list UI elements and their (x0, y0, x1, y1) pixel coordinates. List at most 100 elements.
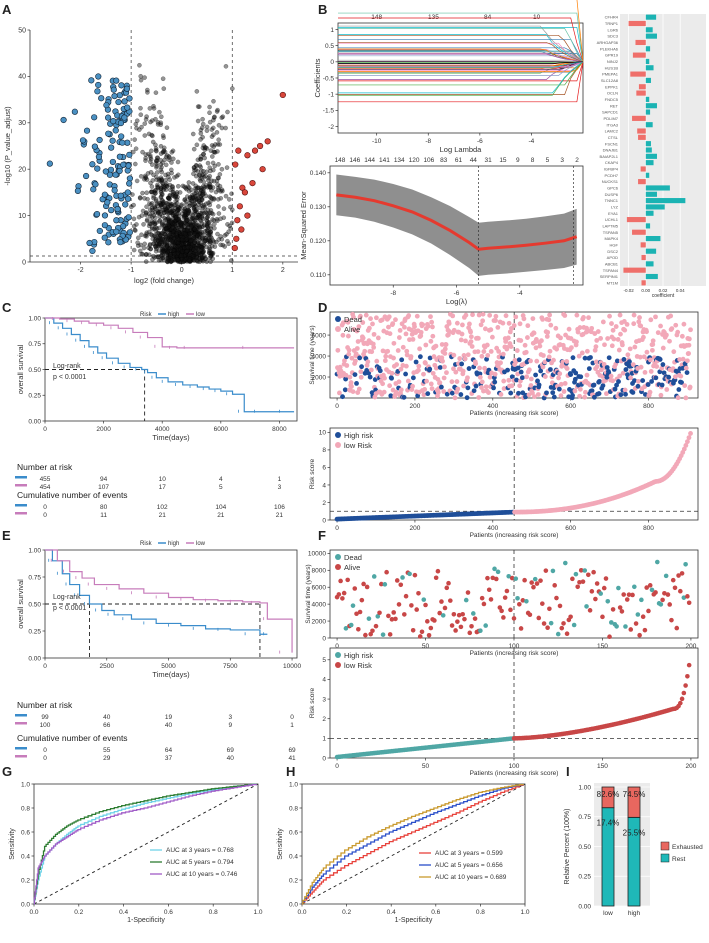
volcano-point-down (103, 102, 110, 109)
risk-status-point (516, 357, 522, 363)
risk-status-point (357, 355, 363, 361)
coef-bar-category-label: UCHL1 (605, 217, 619, 222)
risk-status-point (442, 605, 448, 611)
km-events-table-row-swatch (15, 504, 27, 507)
km-risk-table-cell: 4 (219, 476, 223, 483)
volcano-point-ns (150, 133, 155, 139)
stacked-bar-label-rest: 82.6% (597, 790, 620, 799)
risk-status-point (523, 349, 529, 355)
risk-status-point (371, 331, 377, 337)
volcano-point-ns (204, 211, 209, 216)
volcano-point-ns (143, 152, 148, 157)
km-risk-table-row-swatch (15, 722, 27, 725)
lasso-coef-path (338, 42, 584, 63)
risk-status-point (569, 345, 574, 351)
volcano-point-ns (211, 99, 216, 104)
volcano-point-up (244, 212, 251, 219)
volcano-point-ns (193, 246, 199, 251)
volcano-point-ns (225, 222, 230, 227)
volcano-point-down (113, 217, 120, 224)
volcano-point-ns (223, 125, 228, 131)
volcano-point-down (110, 86, 117, 93)
risk-status-point (591, 569, 596, 575)
volcano-point-ns (164, 209, 169, 215)
volcano-point-ns (163, 217, 168, 222)
volcano-point-ns (153, 90, 159, 95)
risk-status-point (548, 322, 554, 328)
volcano-point-down (101, 212, 109, 219)
risk-status-point (588, 355, 593, 360)
volcano-point-ns (153, 188, 159, 193)
volcano-point-ns (158, 120, 163, 125)
coef-bar-category-label: MAPK4 (604, 236, 618, 241)
volcano-point-ns (190, 212, 196, 218)
risk-status-point (492, 566, 497, 572)
risk-status-point (399, 357, 405, 363)
coef-bar-category-label: LAMC2 (605, 129, 619, 134)
risk-status-point (666, 374, 672, 380)
coef-bar-x-tick-label: 0.00 (641, 288, 650, 293)
volcano-point-ns (145, 87, 150, 93)
volcano-point-ns (220, 114, 226, 119)
risk-status-point (683, 561, 688, 567)
risk-status-point (522, 577, 527, 583)
coef-bar (645, 46, 651, 52)
risk-status-point (628, 627, 634, 632)
panel-b-bars: -0.02 0.00 0.02 0.04coefficientCFHR4TRNP1LG… (597, 14, 706, 299)
km-e-x-tick-label: 0 (43, 663, 47, 670)
volcano-point-down (109, 158, 116, 166)
risk-status-point (556, 375, 561, 381)
risk-status-point (441, 375, 447, 381)
volcano-point-ns (158, 257, 164, 263)
risk-status-point (492, 379, 498, 385)
risk-f-bottom-x-tick-label: 0 (335, 763, 339, 770)
risk-status-point (658, 392, 664, 398)
risk-f-top-y-tick-label: 6000 (312, 585, 327, 592)
risk-status-point (617, 605, 623, 610)
volcano-point-ns (144, 230, 149, 235)
coef-bar (645, 204, 665, 210)
km-e-y-tick-label: 0.00 (28, 655, 41, 662)
km-risk-table-row-swatch (15, 484, 27, 487)
risk-status-point (607, 313, 612, 319)
risk-d-bottom-y-tick-label: 4 (322, 482, 326, 489)
risk-status-point (366, 616, 372, 621)
volcano-point-ns (156, 209, 162, 215)
risk-status-point (639, 597, 644, 603)
volcano-point-ns (155, 170, 160, 175)
risk-status-point (345, 577, 350, 583)
risk-status-point (342, 387, 348, 393)
risk-status-point (439, 599, 444, 604)
risk-status-point (515, 595, 520, 601)
risk-status-point (437, 365, 443, 370)
risk-status-point (669, 617, 674, 623)
risk-status-point (460, 368, 466, 374)
risk-status-point (437, 380, 443, 386)
risk-score-legend-label: High risk (344, 431, 373, 440)
risk-status-point (498, 392, 504, 397)
risk-d-top-x-tick-label: 600 (565, 403, 576, 410)
volcano-point-ns (158, 158, 164, 163)
volcano-x-tick-label: -2 (77, 267, 83, 274)
volcano-point-ns (204, 228, 210, 234)
lasso-coef-x-tick-label: -6 (477, 138, 483, 145)
risk-status-point (488, 327, 494, 333)
volcano-point-down (124, 195, 132, 202)
risk-status-point (683, 365, 689, 371)
lasso-cv-top-tick: 120 (409, 157, 420, 164)
km-curve-low (45, 317, 295, 349)
km-c-y-label: overall survival (16, 344, 25, 394)
volcano-point-down (91, 114, 98, 121)
volcano-point-ns (204, 259, 209, 264)
volcano-point-ns (168, 187, 173, 193)
volcano-point-ns (191, 254, 196, 259)
volcano-point-ns (163, 154, 169, 160)
volcano-point-ns (191, 131, 196, 137)
risk-status-point (440, 358, 445, 364)
risk-f-bottom-y-tick-label: 1 (322, 736, 326, 743)
volcano-point-ns (168, 219, 174, 225)
risk-status-point (417, 634, 423, 639)
volcano-point-ns (154, 158, 159, 163)
risk-status-point (686, 342, 692, 348)
volcano-point-ns (168, 254, 173, 259)
